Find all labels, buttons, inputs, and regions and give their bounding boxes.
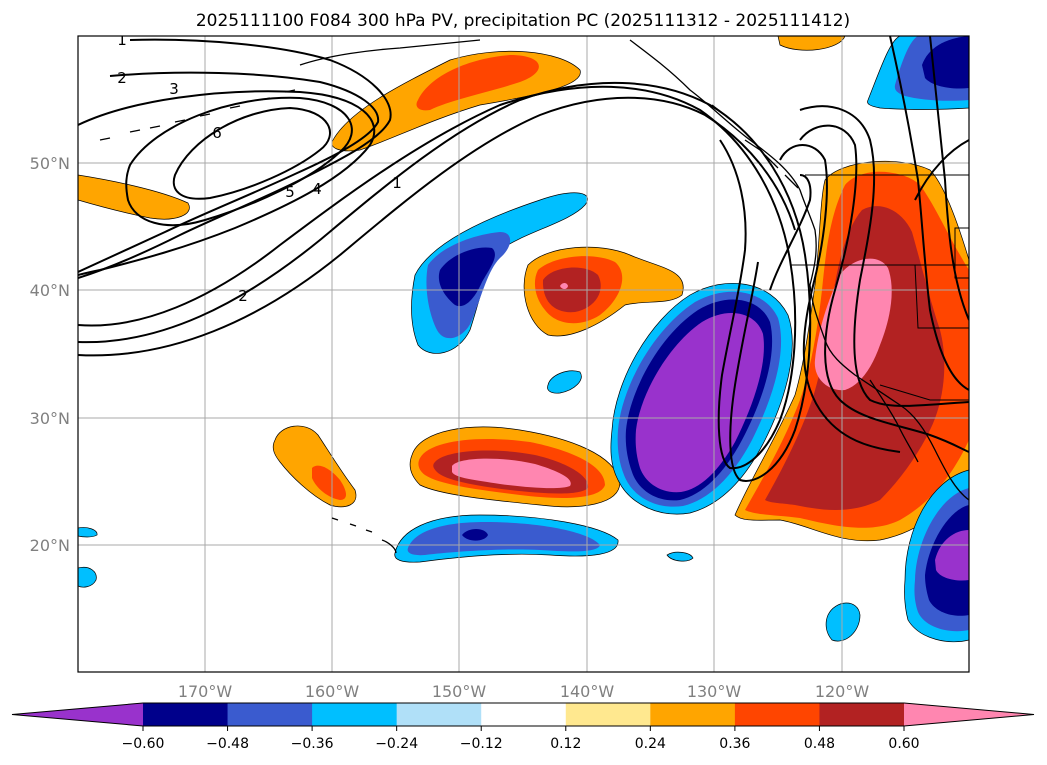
pc-se-small-cyan — [825, 602, 861, 642]
pc-field — [78, 36, 969, 643]
colorbar-segment — [565, 703, 651, 726]
pc-east-purple — [635, 312, 764, 493]
pv-contour-east-3 — [779, 144, 901, 453]
contour-label: 1 — [117, 31, 127, 49]
colorbar-segment — [227, 703, 313, 726]
lon-tick-label: 140°W — [560, 682, 615, 701]
colorbar-tick-label: 0.60 — [888, 736, 919, 752]
pc-hawaii-navy — [462, 529, 488, 541]
pc-mid-pink — [560, 283, 568, 289]
pv-contour-trough-1 — [78, 81, 812, 482]
colorbar-segment — [481, 703, 567, 726]
contour-label: 1 — [392, 174, 402, 192]
colorbar-segment — [312, 703, 398, 726]
pv-contour-east-5 — [889, 36, 969, 391]
colorbar-tick-label: 0.48 — [804, 736, 835, 752]
pv-contour-east-4 — [769, 174, 812, 291]
contour-label: 2 — [238, 287, 248, 305]
lat-tick-label: 20°N — [30, 536, 70, 555]
map-frame — [77, 35, 970, 673]
longitude-ticks: 170°W 160°W 150°W 140°W 130°W 120°W — [178, 682, 870, 701]
colorbar-tick-label: −0.12 — [460, 736, 503, 752]
colorbar: −0.60 −0.48 −0.36 −0.24 −0.12 0.12 0.24 0.36 0.4… — [11, 702, 1035, 752]
pv-contour-east-1 — [799, 105, 969, 407]
latitude-ticks: 50°N 40°N 30°N 20°N — [30, 154, 70, 555]
lat-tick-label: 50°N — [30, 154, 70, 173]
colorbar-tick-label: −0.24 — [375, 736, 418, 752]
pc-west-cyan-1 — [78, 527, 98, 538]
colorbar-tick-label: −0.60 — [122, 736, 165, 752]
contour-label: 5 — [285, 183, 295, 201]
pv-contour-trough-big — [78, 85, 797, 470]
colorbar-segment — [734, 703, 820, 726]
lat-tick-label: 40°N — [30, 281, 70, 300]
colorbar-tick-label: 0.12 — [550, 736, 581, 752]
pc-se-purple — [935, 530, 969, 581]
pv-contours — [78, 36, 969, 482]
pc-west-cyan-2 — [78, 566, 97, 588]
pv-contour-ridge-1 — [78, 38, 392, 279]
colorbar-segment — [650, 703, 736, 726]
pv-contour-labels: 1 2 3 6 5 4 1 2 — [117, 31, 402, 305]
chart-title: 2025111100 F084 300 hPa PV, precipitatio… — [196, 11, 850, 31]
pv-contour-east-2 — [799, 124, 969, 453]
colorbar-extend-low — [12, 703, 143, 726]
map-panel: 1 2 3 6 5 4 1 2 — [78, 31, 969, 672]
pv-contour-ridge-2 — [78, 71, 380, 273]
pv-contour-6 — [125, 96, 353, 227]
contour-label: 4 — [312, 180, 322, 198]
colorbar-segment — [396, 703, 482, 726]
colorbar-segment — [819, 703, 905, 726]
colorbar-segment — [143, 703, 229, 726]
bc-islands — [711, 104, 799, 189]
pv-contour-trough-2 — [78, 96, 796, 357]
lon-tick-label: 160°W — [305, 682, 360, 701]
pc-hawaii-royal — [407, 522, 600, 556]
pc-hawaii-red — [312, 465, 346, 500]
na-coastline — [629, 39, 969, 501]
contour-label: 3 — [169, 80, 179, 98]
pc-small-cyan — [547, 370, 582, 394]
pv-contour-5 — [78, 90, 376, 276]
colorbar-tick-label: −0.48 — [206, 736, 249, 752]
pc-top-orange — [777, 36, 846, 51]
pc-south-pink — [452, 458, 571, 489]
pc-central-navy — [438, 247, 495, 307]
coastlines — [99, 39, 969, 554]
colorbar-extend-high — [904, 703, 1034, 726]
lat-tick-label: 30°N — [30, 409, 70, 428]
lon-tick-label: 170°W — [178, 682, 233, 701]
lon-tick-label: 120°W — [815, 682, 870, 701]
contour-label: 6 — [212, 124, 222, 142]
lon-tick-label: 150°W — [432, 682, 487, 701]
colorbar-tick-label: 0.24 — [635, 736, 666, 752]
pv-contour-east-7 — [914, 139, 969, 201]
contour-label: 2 — [117, 69, 127, 87]
hawaii-islands — [331, 517, 397, 554]
us-state-border-2 — [914, 264, 969, 329]
pv-contour-inner — [172, 106, 331, 200]
us-mexico-border — [879, 384, 969, 401]
colorbar-ticks: −0.60 −0.48 −0.36 −0.24 −0.12 0.12 0.24 0.36 0.4… — [122, 726, 920, 752]
colorbar-tick-label: −0.36 — [291, 736, 334, 752]
colorbar-segments — [11, 702, 1035, 727]
alaska-coast — [299, 39, 481, 66]
pv-contour-east-6 — [929, 36, 969, 321]
state-box — [954, 227, 969, 279]
graticule — [78, 36, 969, 672]
colorbar-tick-label: 0.36 — [719, 736, 750, 752]
pc-band-north-red — [416, 55, 539, 111]
borders — [790, 174, 969, 401]
pc-small-cyan-2 — [666, 551, 694, 562]
lon-tick-label: 130°W — [687, 682, 742, 701]
